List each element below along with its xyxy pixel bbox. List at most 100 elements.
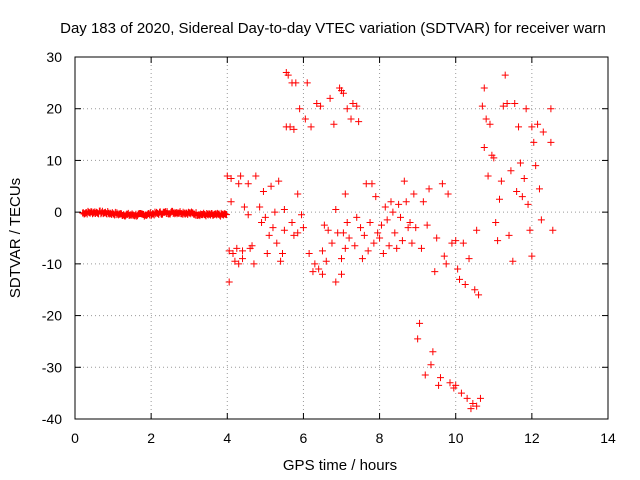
data-point [535,185,543,193]
data-point [322,257,330,265]
data-point [476,394,484,402]
data-point [547,105,555,113]
data-point [452,237,460,245]
data-point [435,381,443,389]
data-point [345,234,353,242]
x-tick-label: 14 [600,430,616,446]
data-point [385,242,393,250]
data-point [393,244,401,252]
data-point [320,221,328,229]
data-point [328,239,336,247]
y-tick-label: 10 [46,152,62,168]
data-point [351,242,359,250]
data-point [421,371,429,379]
data-point [433,234,441,242]
data-point [495,195,503,203]
data-point [547,138,555,146]
x-axis-label: GPS time / hours [283,457,397,474]
data-point [225,247,233,255]
data-point [391,229,399,237]
data-point [301,115,309,123]
data-point [294,229,302,237]
data-point [408,239,416,247]
data-point [240,203,248,211]
data-point [494,237,502,245]
data-point [318,247,326,255]
data-point [235,260,243,268]
data-point [473,402,481,410]
data-point [404,224,412,232]
plot-frame [74,56,609,420]
data-point [417,244,425,252]
data-point [252,172,260,180]
y-axis-ticks: -40 -30 -20 -10 0 10 20 30 [42,49,608,427]
data-point [501,71,509,79]
data-point [324,226,332,234]
data-point [429,348,437,356]
data-point [379,250,387,258]
data-point [231,257,239,265]
data-point [332,206,340,214]
data-point [436,374,444,382]
data-point [381,203,389,211]
data-point [299,224,307,232]
data-point [267,182,275,190]
data-point [459,239,467,247]
data-point [509,257,517,265]
data-point [522,105,530,113]
data-point [258,218,266,226]
data-point [284,71,292,79]
data-point [473,226,481,234]
data-point [233,244,241,252]
data-point [368,180,376,188]
data-point [290,125,298,133]
data-point [290,231,298,239]
data-point [416,319,424,327]
data-point [467,405,475,413]
data-point [341,190,349,198]
data-point [507,167,515,175]
data-point [395,200,403,208]
y-tick-label: -30 [42,359,62,375]
grid-lines [75,57,608,419]
data-points [79,69,557,413]
data-point [358,255,366,263]
data-point [261,213,269,221]
data-point [223,211,231,219]
data-point [280,226,288,234]
data-point [277,257,285,265]
data-point [237,172,245,180]
data-point [442,260,450,268]
data-point [465,255,473,263]
data-point [317,102,325,110]
data-point [263,250,271,258]
data-point [425,185,433,193]
data-point [366,218,374,226]
data-point [370,239,378,247]
data-point [526,226,534,234]
data-point [376,234,384,242]
data-point [446,379,454,387]
data-point [256,203,264,211]
data-point [398,237,406,245]
data-point [294,190,302,198]
data-point [227,175,235,183]
data-point [406,218,414,226]
data-point [244,180,252,188]
data-point [452,381,460,389]
data-point [229,250,237,258]
data-point [221,210,229,218]
data-point [271,208,279,216]
data-point [469,399,477,407]
y-tick-label: 20 [46,101,62,117]
data-point [315,265,323,273]
data-point [475,291,483,299]
data-point [374,229,382,237]
data-point [484,172,492,180]
data-point [457,389,465,397]
data-point [513,187,521,195]
data-point [431,268,439,276]
data-point [338,270,345,278]
data-point [338,255,345,263]
